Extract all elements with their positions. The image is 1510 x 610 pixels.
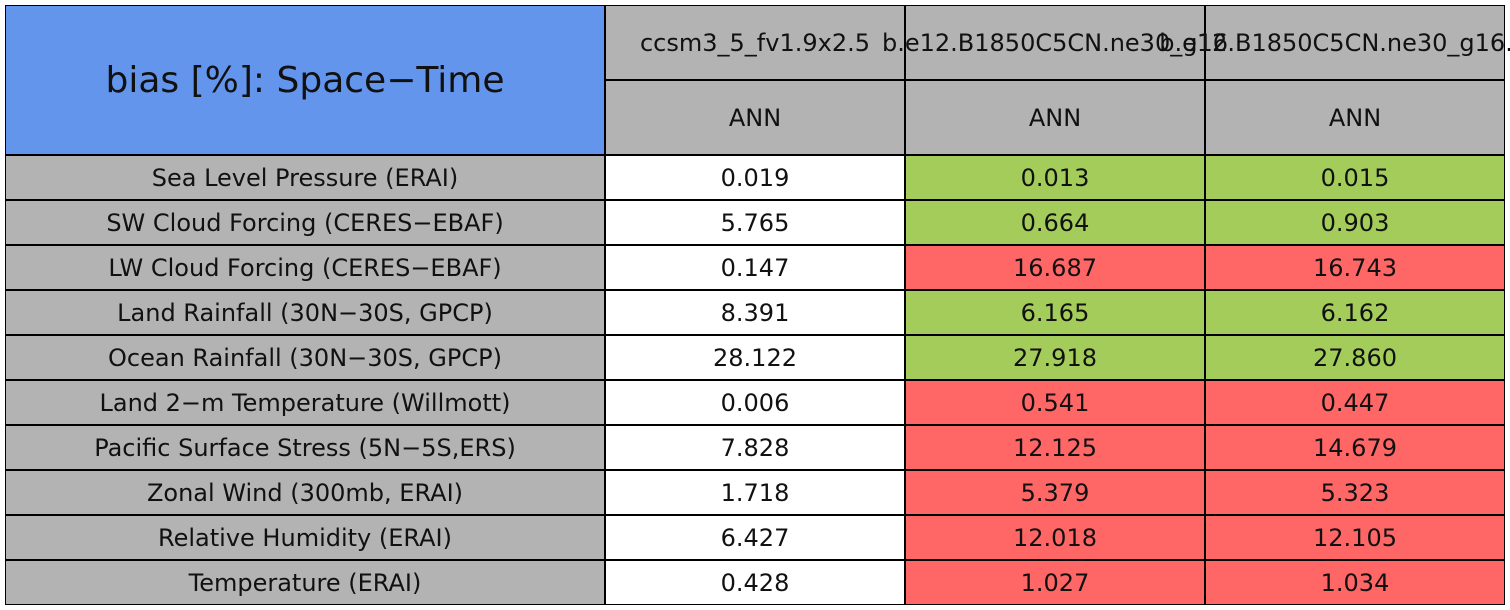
value-cell: 5.379	[905, 470, 1205, 515]
value-cell: 1.027	[905, 560, 1205, 605]
value-cell: 7.828	[605, 425, 905, 470]
value-cell: 27.860	[1205, 335, 1505, 380]
value-cell: 28.122	[605, 335, 905, 380]
row-label: Sea Level Pressure (ERAI)	[5, 155, 605, 200]
value-cell: 16.743	[1205, 245, 1505, 290]
value-cell: 12.125	[905, 425, 1205, 470]
value-cell: 5.765	[605, 200, 905, 245]
value-cell: 6.427	[605, 515, 905, 560]
column-header: b.e12.B1850C5CN.ne30_g16.init	[1159, 28, 1510, 57]
value-cell: 27.918	[905, 335, 1205, 380]
row-label: Pacific Surface Stress (5N−5S,ERS)	[5, 425, 605, 470]
header-background	[605, 5, 905, 80]
row-label: Temperature (ERAI)	[5, 560, 605, 605]
value-cell: 12.018	[905, 515, 1205, 560]
value-cell: 0.428	[605, 560, 905, 605]
table-title: bias [%]: Space−Time	[5, 5, 605, 155]
row-label: Land 2−m Temperature (Willmott)	[5, 380, 605, 425]
value-cell: 1.034	[1205, 560, 1505, 605]
header-background	[1205, 5, 1505, 80]
row-label: Ocean Rainfall (30N−30S, GPCP)	[5, 335, 605, 380]
value-cell: 0.664	[905, 200, 1205, 245]
row-label: Relative Humidity (ERAI)	[5, 515, 605, 560]
season-header: ANN	[1205, 80, 1505, 155]
value-cell: 0.015	[1205, 155, 1505, 200]
season-header: ANN	[605, 80, 905, 155]
value-cell: 6.165	[905, 290, 1205, 335]
value-cell: 0.147	[605, 245, 905, 290]
value-cell: 5.323	[1205, 470, 1505, 515]
value-cell: 16.687	[905, 245, 1205, 290]
header-background	[905, 5, 1205, 80]
value-cell: 1.718	[605, 470, 905, 515]
value-cell: 0.006	[605, 380, 905, 425]
value-cell: 0.541	[905, 380, 1205, 425]
row-label: SW Cloud Forcing (CERES−EBAF)	[5, 200, 605, 245]
row-label: Land Rainfall (30N−30S, GPCP)	[5, 290, 605, 335]
value-cell: 0.013	[905, 155, 1205, 200]
row-label: Zonal Wind (300mb, ERAI)	[5, 470, 605, 515]
value-cell: 0.019	[605, 155, 905, 200]
season-header: ANN	[905, 80, 1205, 155]
column-header: ccsm3_5_fv1.9x2.5	[639, 28, 870, 57]
value-cell: 6.162	[1205, 290, 1505, 335]
value-cell: 14.679	[1205, 425, 1505, 470]
value-cell: 0.447	[1205, 380, 1505, 425]
value-cell: 12.105	[1205, 515, 1505, 560]
value-cell: 0.903	[1205, 200, 1505, 245]
column-header: b.e12.B1850C5CN.ne30_g16	[882, 28, 1228, 57]
row-label: LW Cloud Forcing (CERES−EBAF)	[5, 245, 605, 290]
value-cell: 8.391	[605, 290, 905, 335]
